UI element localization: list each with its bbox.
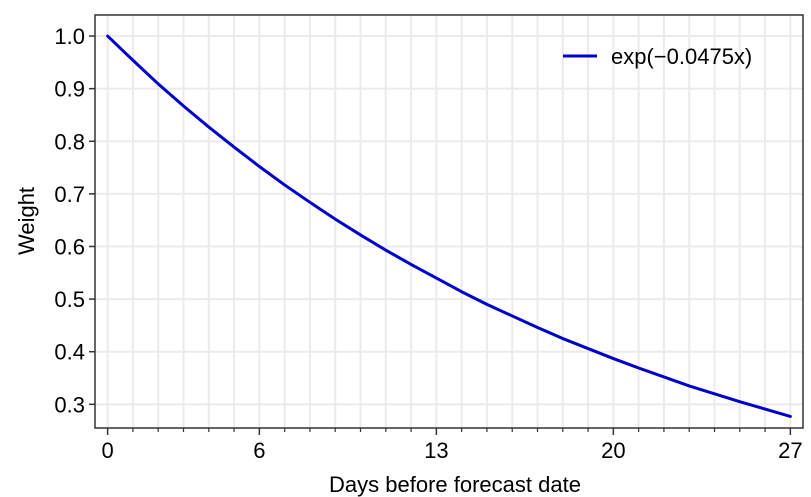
x-tick-label: 13 — [424, 438, 448, 463]
x-tick-label: 6 — [253, 438, 265, 463]
x-tick-label: 27 — [778, 438, 802, 463]
y-tick-label: 0.5 — [54, 287, 85, 312]
tick-marks — [89, 35, 792, 435]
y-tick-label: 0.3 — [54, 392, 85, 417]
y-axis-title: Weight — [14, 187, 39, 255]
y-tick-label: 0.9 — [54, 77, 85, 102]
y-tick-label: 1.0 — [54, 24, 85, 49]
y-tick-label: 0.7 — [54, 182, 85, 207]
y-tick-label: 0.6 — [54, 234, 85, 259]
y-tick-label: 0.4 — [54, 340, 85, 365]
y-tick-label: 0.8 — [54, 129, 85, 154]
grid — [95, 15, 803, 428]
series-layer — [106, 34, 792, 418]
x-tick-label: 0 — [102, 438, 114, 463]
plot-frame — [94, 14, 804, 429]
legend-label: exp(−0.0475x) — [611, 44, 752, 69]
plot-background — [95, 15, 803, 428]
tick-labels: 0.3 0.4 0.5 0.6 0.7 0.8 0.9 1.0 0 6 13 20 27 — [54, 24, 802, 463]
series-line — [106, 34, 792, 418]
x-axis-title: Days before forecast date — [329, 472, 581, 497]
legend: exp(−0.0475x) — [563, 44, 752, 69]
x-tick-label: 20 — [601, 438, 625, 463]
